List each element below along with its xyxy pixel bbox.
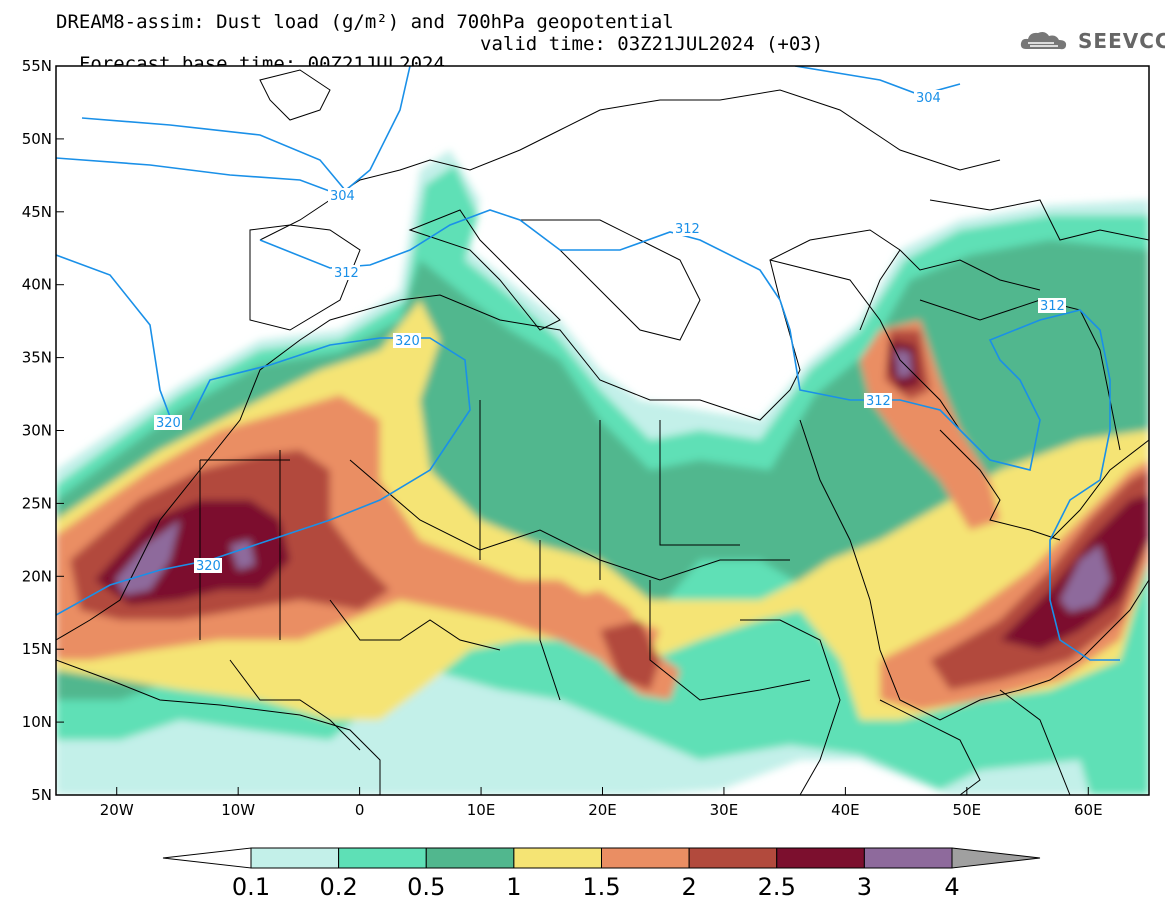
colorbar-box <box>863 847 953 869</box>
lon-tick-label: 40E <box>831 801 860 819</box>
colorbar-label: 1.5 <box>582 873 621 901</box>
colorbar-box <box>601 847 690 869</box>
lat-tick-label: 40N <box>22 276 52 294</box>
lon-tick-label: 50E <box>953 801 982 819</box>
map-title: DREAM8-assim: Dust load (g/m²) and 700hP… <box>56 11 674 33</box>
contour-labels: 304 304 312 312 312 312 320 320 320 <box>154 90 1066 574</box>
colorbar-label: 3 <box>856 873 873 901</box>
contour-label: 320 <box>156 416 181 431</box>
contour-label: 312 <box>675 222 700 237</box>
colorbar-box <box>338 847 427 869</box>
lat-tick-label: 50N <box>22 130 52 148</box>
colorbar-label: 1 <box>506 873 522 901</box>
colorbar-box <box>688 847 778 869</box>
contour-label: 304 <box>330 189 355 204</box>
lat-tick-label: 10N <box>22 713 52 731</box>
lon-tick-label: 10W <box>221 801 255 819</box>
longitude-axis: 20W 10W 0 10E 20E 30E 40E 50E 60E <box>100 787 1103 819</box>
seevccc-logo: SEEVCCC <box>1018 27 1165 55</box>
coastlines <box>56 69 1149 795</box>
colorbar-label: 0.5 <box>407 873 446 901</box>
contour-label: 312 <box>866 394 891 409</box>
colorbar-box <box>250 847 340 869</box>
colorbar-max-arrow <box>951 847 1041 869</box>
colorbar-label: 2.5 <box>757 873 796 901</box>
lat-tick-label: 45N <box>22 203 52 221</box>
contour-label: 320 <box>196 559 221 574</box>
valid-time: valid time: 03Z21JUL2024 (+03) <box>480 33 824 55</box>
colorbar-box <box>513 847 602 869</box>
lat-tick-label: 5N <box>31 786 52 804</box>
colorbar <box>162 847 1041 869</box>
lon-tick-label: 10E <box>467 801 496 819</box>
colorbar-label: 4 <box>944 873 960 901</box>
lon-tick-label: 30E <box>710 801 739 819</box>
lat-tick-label: 20N <box>22 567 52 585</box>
contour-label: 304 <box>916 91 941 106</box>
colorbar-box <box>776 847 865 869</box>
contour-label: 312 <box>1040 299 1065 314</box>
lon-tick-label: 60E <box>1074 801 1103 819</box>
colorbar-label: 0.2 <box>319 873 358 901</box>
lon-tick-label: 0 <box>355 801 365 819</box>
contour-label: 320 <box>395 334 420 349</box>
lat-tick-label: 55N <box>22 57 52 75</box>
lon-tick-label: 20E <box>588 801 617 819</box>
latitude-axis: 55N 50N 45N 40N 35N 30N 25N 20N 15N 10N 5N <box>22 57 64 804</box>
colorbar-label: 0.1 <box>231 873 271 901</box>
geopotential-contours <box>56 66 1120 661</box>
cloud-icon <box>1020 32 1067 50</box>
logo-text: SEEVCCC <box>1078 29 1165 53</box>
colorbar-box <box>425 847 515 869</box>
dust-field <box>56 66 1149 795</box>
colorbar-label: 2 <box>681 873 697 901</box>
lat-tick-label: 35N <box>22 349 52 367</box>
lat-tick-label: 15N <box>22 640 52 658</box>
contour-label: 312 <box>334 266 359 281</box>
lat-tick-label: 30N <box>22 422 52 440</box>
lon-tick-label: 20W <box>100 801 134 819</box>
colorbar-min-arrow <box>162 847 252 869</box>
lat-tick-label: 25N <box>22 494 52 512</box>
